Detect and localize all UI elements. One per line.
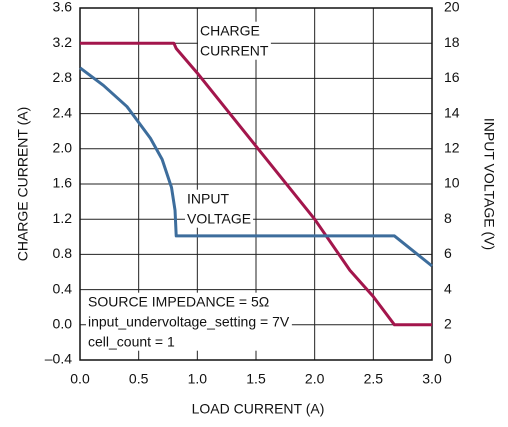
y-tick-label: 0.8: [53, 245, 73, 261]
plot-frame: [79, 7, 433, 361]
annotation-text: VOLTAGE: [187, 211, 251, 227]
x-tick-label: 0.0: [70, 371, 90, 387]
x-tick-label: 1.0: [188, 371, 208, 387]
annotation-text: INPUT: [187, 191, 229, 207]
y2-axis-label: INPUT VOLTAGE (V): [481, 118, 497, 250]
y-tick-label: 2.0: [53, 140, 73, 156]
series-line: [80, 41, 432, 327]
annotation-bg: [185, 189, 254, 228]
annotation-text: input_undervoltage_setting = 7V: [88, 314, 290, 330]
y-axis-label: CHARGE CURRENT (A): [15, 107, 31, 262]
annotation-text: cell_count = 1: [88, 334, 175, 350]
annotation-bg: [198, 21, 271, 60]
x-axis-label: LOAD CURRENT (A): [192, 401, 325, 417]
y-tick-label: –0.4: [45, 351, 72, 367]
y2-tick-label: 10: [444, 175, 460, 191]
annotation: INPUT VOLTAGE: [185, 189, 254, 228]
y2-tick-label: 20: [444, 0, 460, 15]
annotation-text: CURRENT: [200, 43, 269, 59]
y-tick-label: 3.2: [53, 34, 73, 50]
annotation: SOURCE IMPEDANCE = 5Ω input_undervoltage_…: [86, 292, 292, 351]
y2-tick-label: 8: [444, 210, 452, 226]
annotation: CHARGE CURRENT: [198, 21, 271, 60]
y2-tick-label: 0: [444, 351, 452, 367]
x-tick-label: 1.5: [246, 371, 266, 387]
y2-tick-label: 12: [444, 140, 460, 156]
x-tick-label: 0.5: [129, 371, 149, 387]
y-tick-label: 2.4: [53, 104, 73, 120]
y-tick-label: 2.8: [53, 69, 73, 85]
y-tick-label: 1.6: [53, 175, 73, 191]
annotation-text: SOURCE IMPEDANCE = 5Ω: [88, 294, 269, 310]
x-tick-label: 3.0: [422, 371, 442, 387]
y2-tick-label: 16: [444, 69, 460, 85]
annotation-bg: [86, 292, 292, 351]
y-tick-label: 3.6: [53, 0, 73, 15]
annotation-text: CHARGE: [200, 23, 260, 39]
y-tick-label: 0.4: [53, 280, 73, 296]
x-tick-label: 2.0: [305, 371, 325, 387]
x-tick-label: 2.5: [364, 371, 384, 387]
y-tick-label: 1.2: [53, 210, 73, 226]
y2-tick-label: 14: [444, 104, 460, 120]
series-line: [79, 66, 433, 268]
y2-tick-label: 6: [444, 245, 452, 261]
y2-tick-label: 4: [444, 280, 452, 296]
y2-tick-label: 18: [444, 34, 460, 50]
y-tick-label: 0.0: [53, 316, 73, 332]
y2-tick-label: 2: [444, 316, 452, 332]
